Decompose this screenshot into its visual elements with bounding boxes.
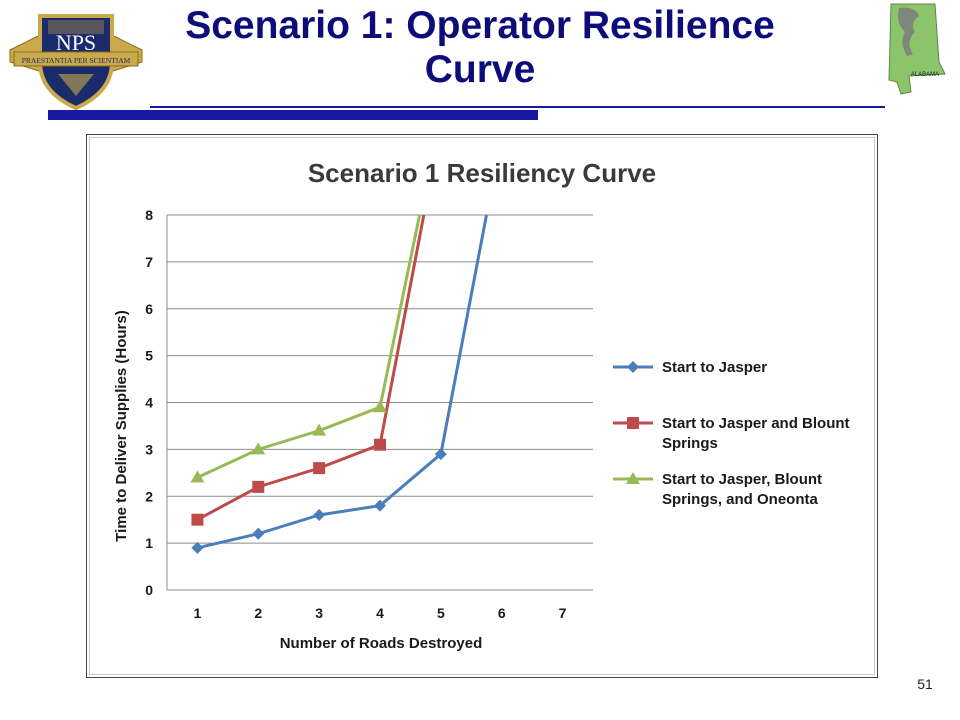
- legend-label-line: Springs, and Oneonta: [662, 491, 819, 508]
- x-tick-label: 5: [437, 605, 445, 621]
- series-group: [191, 215, 426, 526]
- data-point-triangle: [312, 423, 327, 436]
- alabama-tornado-map: ALABAMA: [888, 3, 946, 95]
- series-group: [191, 215, 488, 554]
- axes: 0 1 2 3 4 5 6 7 8 1 2 3 4 5 6 7: [145, 207, 566, 621]
- logo-motto: PRAESTANTIA PER SCIENTIAM: [22, 56, 131, 65]
- x-tick-label: 4: [376, 605, 384, 621]
- data-point-triangle: [251, 442, 266, 455]
- title-divider: [48, 110, 538, 120]
- legend-label: Start to Jasper, Blount Springs, and Oneo…: [662, 471, 822, 508]
- chart-frame: [86, 134, 878, 678]
- y-tick-label: 0: [145, 582, 153, 598]
- legend-label: Start to Jasper: [662, 359, 767, 376]
- y-tick-label: 1: [145, 535, 153, 551]
- data-point-diamond: [374, 499, 386, 512]
- title-divider-thin: [150, 106, 885, 108]
- y-axis-label: Time to Deliver Supplies (Hours): [113, 310, 130, 541]
- map-label: ALABAMA: [911, 72, 939, 78]
- logo-text: NPS: [56, 30, 96, 55]
- legend-label-line: Springs: [662, 435, 718, 452]
- legend-label-line: Start to Jasper, Blount: [662, 471, 822, 488]
- resiliency-chart: Scenario 1 Resiliency Curve 0 1 2 3 4 5 6 7 8 1 2 3…: [113, 158, 850, 652]
- data-point-square: [313, 462, 326, 475]
- chart-inner-border: [89, 137, 875, 675]
- data-point-diamond: [434, 448, 447, 461]
- data-point-square: [374, 438, 386, 451]
- data-point-diamond: [313, 509, 326, 521]
- x-tick-label: 2: [254, 605, 262, 621]
- series-line: [196, 215, 426, 522]
- x-tick-label: 6: [498, 605, 506, 621]
- data-point-triangle: [626, 472, 640, 484]
- legend: Start to Jasper Start to Jasper and Bloun…: [613, 359, 850, 508]
- y-tick-label: 6: [145, 301, 153, 317]
- data-point-diamond: [252, 527, 265, 540]
- y-tick-label: 5: [145, 348, 153, 364]
- page-number: 51: [917, 676, 933, 692]
- x-axis-label: Number of Roads Destroyed: [280, 635, 483, 652]
- x-tick-label: 3: [315, 605, 323, 621]
- data-point-square: [191, 513, 204, 526]
- data-point-square: [252, 480, 265, 493]
- data-point-triangle: [373, 400, 387, 413]
- legend-label-line: Start to Jasper: [662, 359, 767, 376]
- series-group: [190, 215, 422, 483]
- data-point-triangle: [190, 470, 205, 483]
- series-lines: [190, 215, 488, 554]
- slide-title: Scenario 1: Operator Resilience Curve: [185, 4, 775, 91]
- y-tick-label: 4: [145, 395, 153, 411]
- data-point-diamond: [191, 541, 204, 554]
- series-line: [197, 215, 488, 550]
- y-tick-label: 8: [145, 207, 153, 223]
- nps-shield-logo: NPS PRAESTANTIA PER SCIENTIAM: [9, 14, 143, 111]
- x-tick-label: 7: [559, 605, 567, 621]
- y-tick-label: 2: [145, 488, 153, 504]
- y-tick-label: 3: [145, 441, 153, 457]
- gridlines: [167, 214, 593, 591]
- x-tick-label: 1: [194, 605, 202, 621]
- legend-label: Start to Jasper and Blount Springs: [662, 415, 850, 452]
- y-tick-label: 7: [145, 254, 153, 270]
- data-point-square: [627, 417, 639, 429]
- chart-title: Scenario 1 Resiliency Curve: [308, 158, 656, 188]
- series-line: [196, 215, 422, 479]
- data-point-diamond: [627, 361, 639, 373]
- legend-label-line: Start to Jasper and Blount: [662, 415, 850, 432]
